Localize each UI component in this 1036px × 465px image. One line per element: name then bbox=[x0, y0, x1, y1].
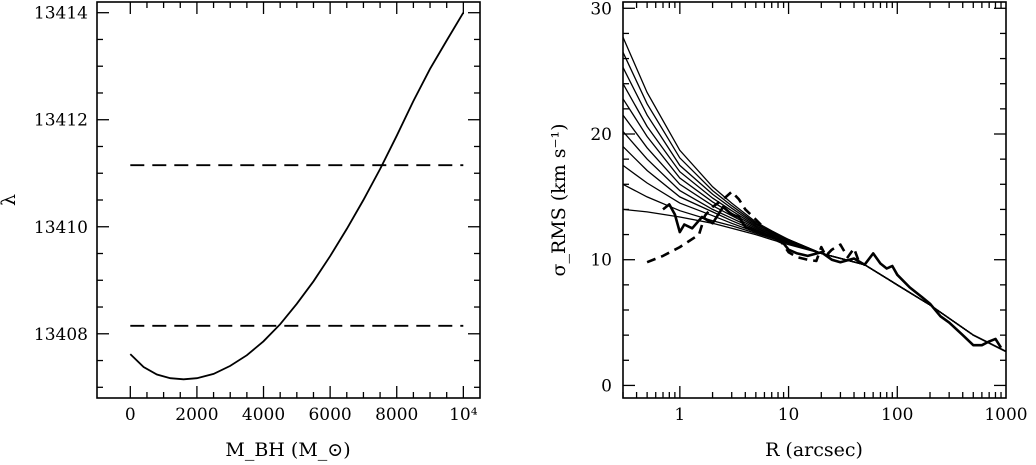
x-tick-label: 0 bbox=[125, 405, 136, 425]
x-tick-label: 100 bbox=[881, 405, 913, 425]
left-plot-curves bbox=[129, 12, 465, 381]
left-x-axis-label: M_BH (M_⊙) bbox=[225, 439, 350, 461]
right-chart-panel: 1 10 100 1000 0 10 20 30 σ_RMS (km s⁻¹) R (arc… bbox=[548, 0, 1028, 461]
left-y-tick-labels: 13408 13410 13412 13414 bbox=[34, 4, 88, 345]
right-axis-ticks bbox=[622, 2, 1006, 398]
x-tick-label: 6000 bbox=[308, 405, 351, 425]
right-plot-frame bbox=[622, 1, 1007, 399]
y-tick-label: 13412 bbox=[34, 111, 88, 131]
model-curve bbox=[622, 183, 1007, 353]
x-tick-label: 1 bbox=[674, 405, 685, 425]
model-curve bbox=[622, 67, 1007, 353]
x-tick-label: 1000 bbox=[984, 405, 1027, 425]
y-tick-label: 0 bbox=[601, 376, 612, 396]
y-tick-label: 13408 bbox=[34, 325, 88, 345]
model-curve bbox=[622, 52, 1007, 353]
left-plot-frame bbox=[96, 1, 481, 399]
right-y-tick-labels: 0 10 20 30 bbox=[590, 0, 612, 396]
x-tick-label: 2000 bbox=[175, 405, 218, 425]
y-tick-label: 13410 bbox=[34, 218, 88, 238]
x-tick-label: 10 bbox=[778, 405, 800, 425]
left-axis-ticks bbox=[97, 2, 480, 398]
right-y-axis-label: σ_RMS (km s⁻¹) bbox=[548, 123, 570, 276]
observed-dashed-profile bbox=[646, 190, 861, 264]
x-tick-label: 10⁴ bbox=[449, 405, 478, 425]
y-tick-label: 30 bbox=[590, 0, 612, 19]
left-y-axis-label: λ bbox=[0, 194, 20, 206]
model-curve bbox=[622, 36, 1007, 353]
y-tick-label: 13414 bbox=[34, 4, 88, 24]
lambda-curve bbox=[129, 12, 465, 381]
x-tick-label: 8000 bbox=[375, 405, 418, 425]
right-x-axis-label: R (arcsec) bbox=[765, 439, 863, 461]
model-curve bbox=[622, 98, 1007, 353]
y-tick-label: 20 bbox=[590, 125, 612, 145]
left-chart-panel: 0 2000 4000 6000 8000 10⁴ 13408 13410 13412 1341… bbox=[0, 1, 481, 461]
right-x-tick-labels: 1 10 100 1000 bbox=[674, 405, 1027, 425]
right-plot-curves bbox=[622, 36, 1007, 353]
x-tick-label: 4000 bbox=[242, 405, 285, 425]
observed-profile bbox=[662, 203, 1003, 349]
left-x-tick-labels: 0 2000 4000 6000 8000 10⁴ bbox=[125, 405, 478, 425]
y-tick-label: 10 bbox=[590, 251, 612, 271]
